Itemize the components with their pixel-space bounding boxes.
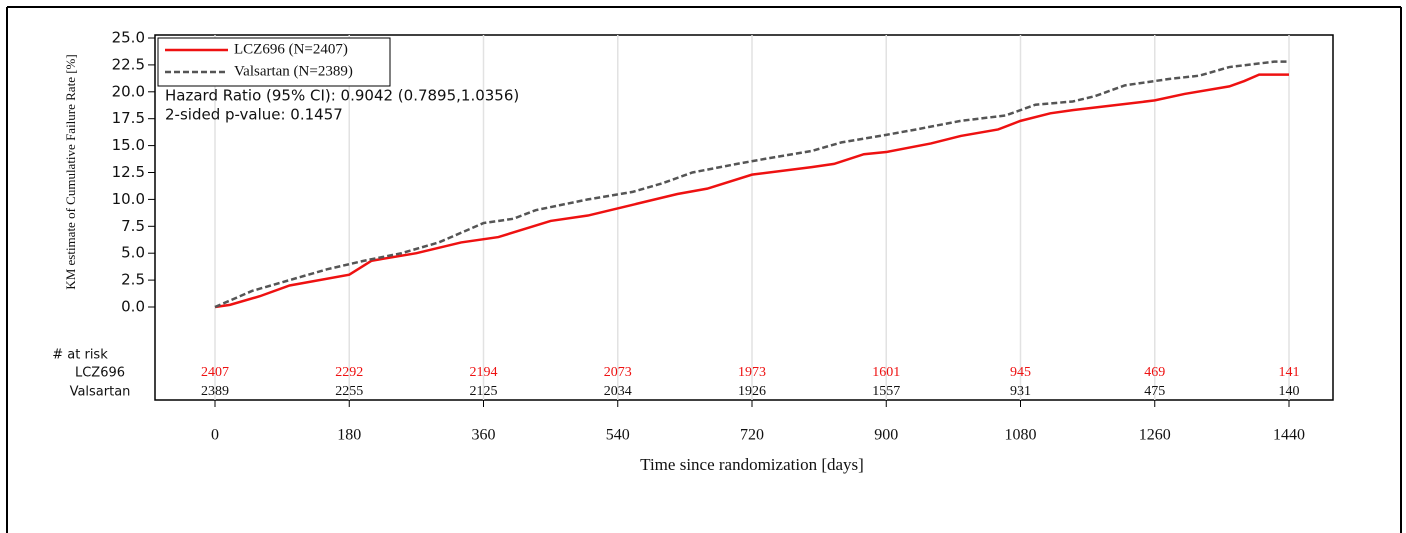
at-risk-value: 2125 [470, 384, 498, 399]
y-tick-label: 25.0 [112, 29, 145, 47]
y-tick-label: 10.0 [112, 190, 145, 208]
y-tick-label: 20.0 [112, 82, 145, 100]
legend-label: LCZ696 (N=2407) [234, 41, 348, 57]
x-tick-label: 900 [874, 427, 898, 444]
x-tick-label: 360 [472, 427, 496, 444]
y-tick-label: 7.5 [121, 217, 145, 235]
at-risk-value: 1926 [738, 384, 766, 399]
km-curve [214, 60, 1289, 309]
at-risk-value: 1973 [738, 365, 766, 380]
y-tick-label: 2.5 [121, 271, 145, 289]
x-tick-label: 180 [337, 427, 361, 444]
at-risk-value: 2407 [201, 365, 229, 380]
at-risk-value: 141 [1279, 365, 1300, 380]
y-tick-label: 5.0 [121, 244, 145, 262]
y-tick-label: 17.5 [112, 109, 145, 127]
at-risk-value: 2389 [201, 384, 229, 399]
at-risk-value: 2194 [470, 365, 498, 380]
annotation: 2-sided p-value: 0.1457 [165, 106, 343, 124]
at-risk-value: 140 [1279, 384, 1300, 399]
at-risk-value: 475 [1144, 384, 1165, 399]
at-risk-value: 2255 [335, 384, 363, 399]
x-tick-label: 1080 [1005, 427, 1037, 444]
at-risk-value: 2292 [335, 365, 363, 380]
y-tick-label: 15.0 [112, 136, 145, 154]
x-tick-label: 720 [740, 427, 764, 444]
y-tick-label: 0.0 [121, 298, 145, 316]
y-axis-label: KM estimate of Cumulative Failure Rate [… [63, 54, 78, 289]
at-risk-value: 1557 [872, 384, 900, 399]
at-risk-title: # at risk [52, 348, 108, 363]
y-tick-label: 12.5 [112, 163, 145, 181]
at-risk-label: Valsartan [70, 385, 131, 400]
at-risk-value: 2073 [604, 365, 632, 380]
km-curve [214, 73, 1289, 309]
at-risk-label: LCZ696 [75, 366, 125, 381]
x-tick-label: 0 [211, 427, 219, 444]
at-risk-value: 1601 [872, 365, 900, 380]
at-risk-value: 2034 [604, 384, 632, 399]
y-tick-label: 22.5 [112, 55, 145, 73]
at-risk-value: 931 [1010, 384, 1031, 399]
legend-label: Valsartan (N=2389) [234, 63, 353, 79]
x-tick-label: 1260 [1139, 427, 1171, 444]
plot-box [154, 34, 1334, 401]
at-risk-value: 945 [1010, 365, 1031, 380]
annotation: Hazard Ratio (95% CI): 0.9042 (0.7895,1.… [165, 87, 519, 105]
x-tick-label: 1440 [1273, 427, 1305, 444]
x-axis-label: Time since randomization [days] [640, 455, 864, 474]
legend-box [157, 37, 391, 87]
x-tick-label: 540 [606, 427, 630, 444]
at-risk-value: 469 [1144, 365, 1165, 380]
